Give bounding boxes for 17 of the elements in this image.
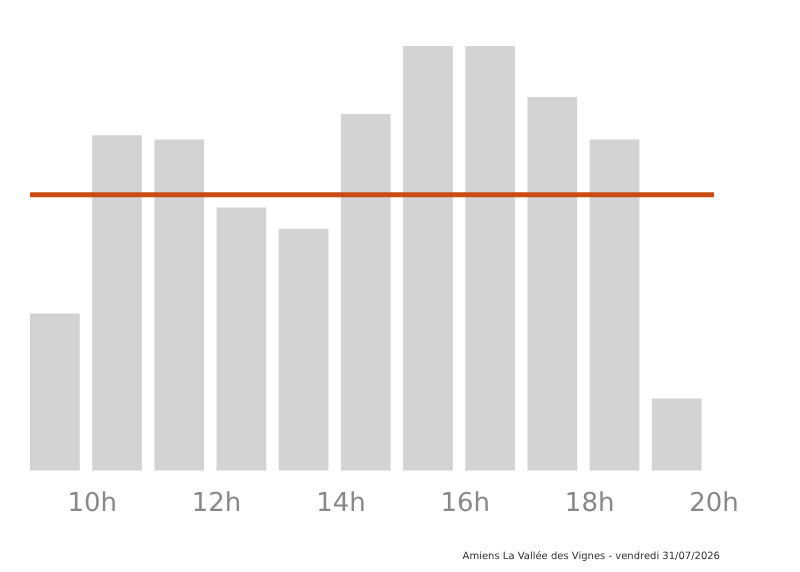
x-tick-label: 16h	[440, 489, 491, 520]
x-tick-label: 18h	[564, 489, 615, 520]
bar	[589, 139, 640, 471]
bar	[465, 46, 516, 471]
bar	[216, 207, 267, 471]
bar	[340, 113, 391, 471]
bar	[527, 96, 578, 471]
bar	[154, 139, 205, 471]
bar	[92, 135, 142, 471]
x-tick-label: 20h	[689, 489, 739, 520]
x-tick-label: 14h	[316, 489, 366, 520]
bar	[278, 228, 329, 471]
x-tick-label: 10h	[67, 489, 117, 520]
bar	[403, 46, 453, 471]
bar	[30, 313, 80, 471]
x-tick-label: 12h	[191, 489, 242, 520]
bar	[651, 398, 702, 471]
